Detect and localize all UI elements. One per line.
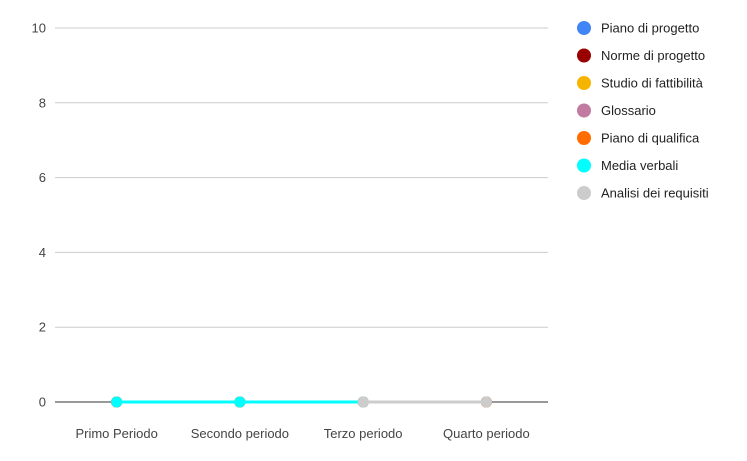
legend-swatch <box>577 186 591 200</box>
y-tick-label: 2 <box>39 320 46 335</box>
data-point[interactable] <box>480 396 492 408</box>
series-group <box>357 396 492 408</box>
legend-label: Studio di fattibilità <box>601 76 704 91</box>
legend-swatch <box>577 131 591 145</box>
data-point[interactable] <box>234 396 246 408</box>
legend-label: Piano di progetto <box>601 21 699 36</box>
series-group <box>111 396 369 408</box>
legend-item[interactable]: Norme di progetto <box>577 48 705 63</box>
y-tick-label: 0 <box>39 395 46 410</box>
y-axis-ticks: 0 2 4 6 8 10 <box>32 21 46 410</box>
legend-label: Piano di qualifica <box>601 131 700 146</box>
legend: Piano di progetto Norme di progetto Studio… <box>577 21 709 201</box>
x-axis-ticks: Primo Periodo Secondo periodo Terzo period… <box>75 426 529 441</box>
legend-label: Media verbali <box>601 158 678 173</box>
x-tick-label: Quarto periodo <box>443 426 530 441</box>
y-tick-label: 10 <box>32 21 46 36</box>
x-tick-label: Terzo periodo <box>324 426 403 441</box>
data-point[interactable] <box>357 396 369 408</box>
data-point[interactable] <box>111 396 123 408</box>
y-tick-label: 6 <box>39 170 46 185</box>
y-tick-label: 4 <box>39 245 46 260</box>
series <box>111 396 492 408</box>
x-tick-label: Primo Periodo <box>75 426 157 441</box>
legend-item[interactable]: Analisi dei requisiti <box>577 186 709 201</box>
legend-swatch <box>577 103 591 118</box>
legend-swatch <box>577 48 591 63</box>
legend-item[interactable]: Media verbali <box>577 158 678 173</box>
legend-item[interactable]: Piano di progetto <box>577 21 699 36</box>
legend-swatch <box>577 76 591 90</box>
legend-label: Norme di progetto <box>601 48 705 63</box>
legend-item[interactable]: Studio di fattibilità <box>577 76 704 91</box>
legend-label: Analisi dei requisiti <box>601 186 709 201</box>
legend-swatch <box>577 21 591 35</box>
gridlines <box>55 27 548 403</box>
x-tick-label: Secondo periodo <box>191 426 289 441</box>
legend-swatch <box>577 158 591 173</box>
legend-item[interactable]: Piano di qualifica <box>577 131 700 146</box>
y-tick-label: 8 <box>39 95 46 110</box>
legend-item[interactable]: Glossario <box>577 103 656 118</box>
legend-label: Glossario <box>601 103 656 118</box>
